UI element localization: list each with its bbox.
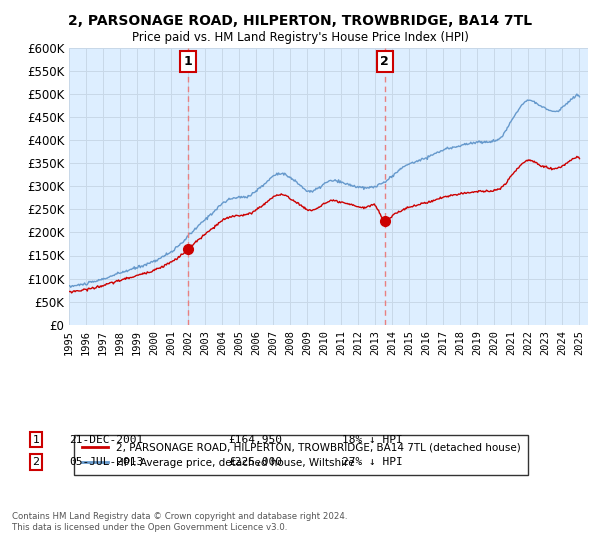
Text: 1: 1 xyxy=(184,55,193,68)
Text: Price paid vs. HM Land Registry's House Price Index (HPI): Price paid vs. HM Land Registry's House … xyxy=(131,31,469,44)
Text: 2, PARSONAGE ROAD, HILPERTON, TROWBRIDGE, BA14 7TL: 2, PARSONAGE ROAD, HILPERTON, TROWBRIDGE… xyxy=(68,14,532,28)
Text: 18% ↓ HPI: 18% ↓ HPI xyxy=(342,435,403,445)
Text: 27% ↓ HPI: 27% ↓ HPI xyxy=(342,457,403,467)
Text: 05-JUL-2013: 05-JUL-2013 xyxy=(69,457,143,467)
Legend: 2, PARSONAGE ROAD, HILPERTON, TROWBRIDGE, BA14 7TL (detached house), HPI: Averag: 2, PARSONAGE ROAD, HILPERTON, TROWBRIDGE… xyxy=(74,435,528,475)
Text: £225,000: £225,000 xyxy=(228,457,282,467)
Text: £164,950: £164,950 xyxy=(228,435,282,445)
Text: 21-DEC-2001: 21-DEC-2001 xyxy=(69,435,143,445)
Text: 2: 2 xyxy=(32,457,40,467)
Text: 2: 2 xyxy=(380,55,389,68)
Text: 1: 1 xyxy=(32,435,40,445)
Text: Contains HM Land Registry data © Crown copyright and database right 2024.
This d: Contains HM Land Registry data © Crown c… xyxy=(12,512,347,532)
